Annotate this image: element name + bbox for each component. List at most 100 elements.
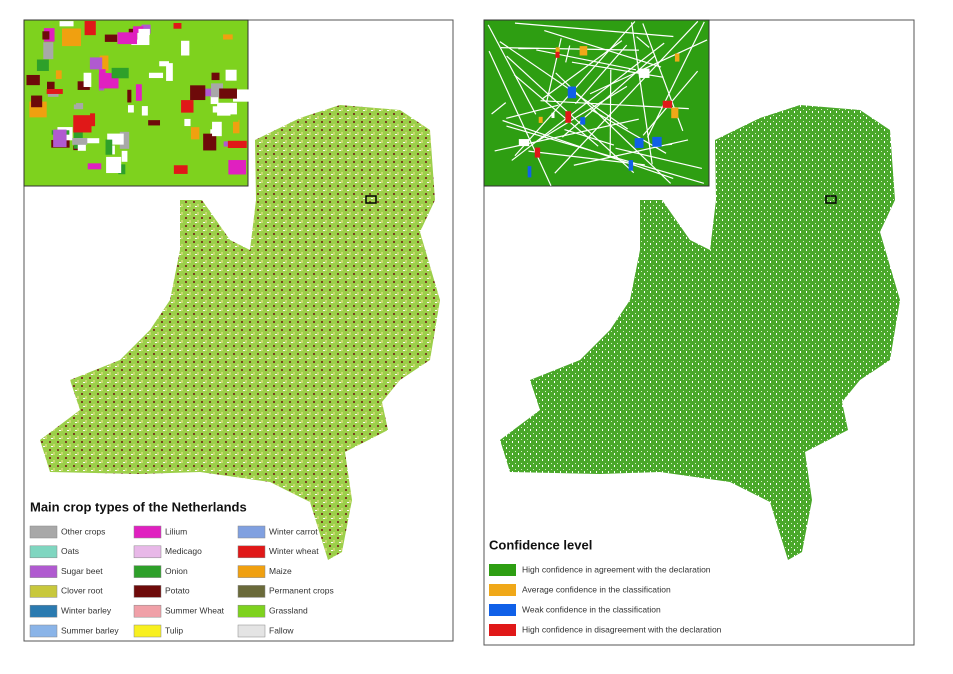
- parcel: [105, 139, 113, 155]
- parcel: [73, 115, 92, 133]
- parcel-edge: [506, 125, 705, 184]
- legend-label: Fallow: [269, 625, 294, 635]
- legend-swatch: [237, 624, 266, 638]
- parcel: [90, 113, 96, 127]
- legend-label: High confidence in disagreement with the…: [522, 624, 722, 634]
- parcel-edge: [615, 147, 703, 170]
- parcel: [662, 100, 673, 108]
- parcel-edge: [573, 139, 689, 166]
- inset-locator: [365, 195, 377, 204]
- legend-label: Potato: [165, 586, 190, 596]
- parcel: [227, 140, 247, 149]
- parcel-edge: [536, 49, 637, 71]
- legend-swatch: [237, 545, 266, 559]
- parcel: [579, 46, 588, 56]
- parcel: [173, 165, 188, 174]
- legend-swatch: [133, 585, 162, 598]
- parcel-edge: [528, 150, 645, 166]
- parcel: [652, 136, 662, 147]
- inset-locator: [825, 195, 837, 204]
- parcel: [565, 111, 572, 123]
- crop-legend: Other crops Oats Sugar beet Clover root Wint…: [29, 525, 334, 638]
- parcel: [87, 163, 102, 170]
- parcel: [203, 133, 217, 151]
- parcel: [118, 164, 126, 175]
- legend-swatch: [489, 564, 516, 576]
- parcel: [62, 28, 82, 47]
- parcel: [518, 139, 530, 147]
- legend-label: Summer barley: [61, 625, 119, 635]
- legend-label: Lilium: [165, 526, 187, 536]
- parcel: [181, 40, 190, 56]
- legend-label: Maize: [269, 566, 292, 576]
- parcel-edge: [574, 44, 628, 105]
- parcel: [42, 31, 50, 40]
- legend-label: Medicago: [165, 546, 202, 556]
- left-inset: [23, 19, 251, 187]
- legend-swatch: [489, 584, 516, 596]
- parcel: [53, 129, 67, 148]
- legend-swatch: [133, 624, 162, 638]
- parcel: [634, 138, 644, 148]
- parcel: [121, 150, 128, 162]
- legend-label: High confidence in agreement with the de…: [522, 564, 711, 574]
- parcel: [148, 120, 161, 126]
- legend-label: Winter barley: [61, 605, 112, 615]
- legend-swatch: [29, 604, 58, 618]
- parcel: [127, 105, 134, 113]
- parcel: [534, 147, 541, 158]
- parcel: [117, 32, 138, 45]
- parcel: [190, 85, 206, 101]
- legend-label: Tulip: [165, 625, 183, 635]
- parcel-edge: [609, 69, 612, 156]
- parcel: [37, 132, 50, 144]
- parcel-edge: [630, 22, 653, 165]
- parcel: [230, 114, 239, 122]
- parcel: [99, 55, 109, 71]
- parcel-edge: [494, 118, 639, 152]
- parcel: [166, 63, 173, 81]
- parcel: [181, 100, 194, 113]
- parcel: [127, 89, 132, 103]
- parcel-edge: [500, 47, 639, 51]
- parcel: [628, 160, 634, 171]
- parcel: [107, 123, 124, 132]
- parcel: [674, 53, 680, 62]
- legend-label: Winter wheat: [269, 546, 319, 556]
- parcel: [138, 28, 150, 36]
- parcel-edge: [636, 36, 650, 48]
- parcel-edge: [506, 104, 559, 119]
- parcel: [43, 42, 54, 60]
- parcel-edge: [646, 21, 705, 138]
- parcel: [31, 95, 43, 108]
- parcel: [159, 61, 169, 67]
- parcel: [538, 116, 543, 123]
- legend-swatch: [133, 565, 162, 578]
- parcel: [208, 46, 213, 62]
- parcel: [228, 160, 247, 175]
- legend-label: Summer Wheat: [165, 605, 225, 615]
- parcel: [173, 23, 182, 29]
- parcel: [190, 127, 200, 140]
- legend-swatch: [29, 545, 58, 559]
- parcel: [148, 72, 164, 79]
- parcel: [211, 72, 220, 81]
- parcel: [219, 88, 237, 99]
- parcel: [135, 84, 142, 101]
- legend-label: Other crops: [61, 526, 105, 536]
- parcel: [151, 86, 162, 99]
- parcel: [84, 138, 100, 144]
- legend-swatch: [489, 624, 516, 636]
- parcel: [210, 91, 219, 105]
- parcel: [129, 156, 145, 168]
- legend-swatch: [29, 585, 58, 598]
- parcel-edge: [538, 85, 628, 141]
- legend-title: Confidence level: [489, 537, 592, 552]
- confidence-legend: High confidence in agreement with the de…: [489, 564, 722, 636]
- legend-label: Clover root: [61, 586, 103, 596]
- legend-swatch: [489, 604, 516, 616]
- parcel: [212, 106, 219, 113]
- legend-label: Winter carrot: [269, 526, 318, 536]
- legend-label: Oats: [61, 546, 79, 556]
- parcel-edge: [564, 129, 615, 146]
